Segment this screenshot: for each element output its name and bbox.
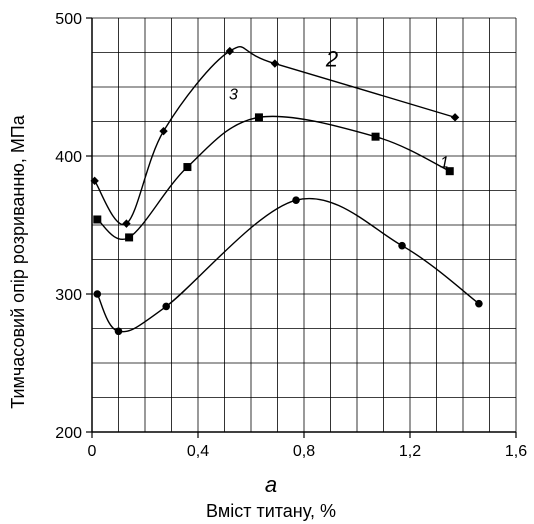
x-tick-label: 0,8 <box>293 443 315 460</box>
y-tick-label: 500 <box>55 11 82 28</box>
data-point <box>90 176 99 186</box>
ticks: 0 0,4 0,8 1,2 1,6 200 300 400 500 <box>55 11 527 460</box>
data-point <box>183 163 192 172</box>
series-label-3: 3 <box>229 86 238 103</box>
x-tick-label: 1,6 <box>505 443 527 460</box>
panel-label: а <box>265 472 277 497</box>
data-point <box>254 113 263 122</box>
y-tick-label: 400 <box>55 149 82 166</box>
series-label-2: 2 <box>325 47 338 72</box>
series-line-3 <box>96 115 451 240</box>
series-line-1 <box>96 197 480 333</box>
data-point <box>398 241 406 250</box>
series-label-1: 1 <box>440 155 449 172</box>
y-axis-title: Тимчасовий опір розриванню, МПа <box>8 114 28 409</box>
data-point <box>292 196 300 204</box>
data-point <box>122 219 131 228</box>
x-tick-label: 0,4 <box>187 443 209 460</box>
data-point <box>159 126 168 136</box>
data-point <box>93 215 102 224</box>
data-point <box>371 132 380 141</box>
data-point <box>114 327 123 336</box>
x-tick-label: 0 <box>88 443 97 460</box>
series-3: 3 <box>93 86 454 242</box>
series-1: 1 <box>93 155 483 336</box>
data-point <box>93 290 102 298</box>
data-point <box>450 113 460 122</box>
series-2: 2 <box>90 46 460 228</box>
data-point <box>270 59 280 68</box>
grid <box>92 17 517 432</box>
data-point <box>125 233 134 242</box>
x-axis-title: Вміст титану, % <box>206 501 336 521</box>
series-layer: 1 2 3 <box>90 46 483 336</box>
series-line-2 <box>94 46 456 226</box>
data-point <box>162 302 170 311</box>
data-point <box>445 167 454 176</box>
y-tick-label: 300 <box>55 287 82 304</box>
data-point <box>225 46 234 56</box>
data-point <box>475 299 483 308</box>
y-tick-label: 200 <box>55 425 82 442</box>
x-tick-label: 1,2 <box>399 443 421 460</box>
